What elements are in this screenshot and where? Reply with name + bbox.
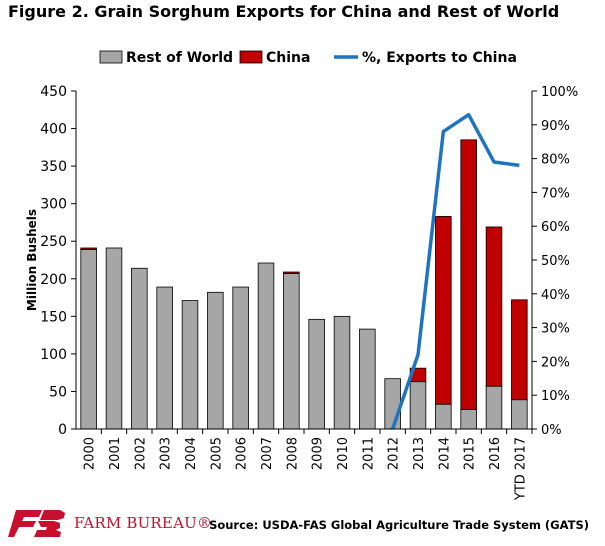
x-axis: 2000 2001 2002 2003 2004 2005 2006 2007 2008 2009… xyxy=(76,428,533,501)
bar-rest-of-world xyxy=(131,267,148,430)
y-tick-label-left: 450 xyxy=(40,84,67,100)
chart-title: Figure 2. Grain Sorghum Exports for Chin… xyxy=(8,2,560,21)
farm-bureau-logo-icon xyxy=(8,510,65,537)
x-tick-label: 2006 xyxy=(235,437,250,470)
bar-china xyxy=(80,247,97,250)
x-tick-label: 2000 xyxy=(83,437,98,470)
bar-rest-of-world xyxy=(283,273,300,430)
x-tick-label: 2008 xyxy=(285,437,300,470)
x-tick-label: 2014 xyxy=(437,437,452,470)
bar-rest-of-world xyxy=(80,249,97,430)
bar-rest-of-world xyxy=(232,286,249,430)
bar-china xyxy=(485,226,503,387)
bar-rest-of-world xyxy=(435,403,452,430)
y-tick-label-left: 0 xyxy=(58,422,67,438)
bar-rest-of-world xyxy=(308,318,325,430)
bar-rest-of-world xyxy=(257,262,275,430)
y-tick-label-right: 40% xyxy=(541,288,570,303)
bar-rest-of-world xyxy=(207,291,224,430)
x-tick-label: 2010 xyxy=(336,437,351,470)
x-tick-label: YTD 2017 xyxy=(513,437,528,501)
bar-rest-of-world xyxy=(511,399,528,430)
y-tick-label-right: 70% xyxy=(541,186,570,201)
bars xyxy=(80,139,528,430)
y-tick-label-left: 200 xyxy=(40,272,67,288)
x-tick-label: 2005 xyxy=(209,437,224,470)
y-tick-label-left: 250 xyxy=(40,234,67,250)
legend-label: Rest of World xyxy=(126,50,233,66)
legend-swatch xyxy=(239,50,263,64)
bar-china xyxy=(511,299,528,401)
source-note: Source: USDA-FAS Global Agriculture Trad… xyxy=(209,518,589,532)
y-tick-label-left: 400 xyxy=(40,122,67,138)
legend-label: %, Exports to China xyxy=(362,50,517,66)
bar-china xyxy=(283,271,300,274)
x-tick-label: 2001 xyxy=(108,437,123,470)
legend: Rest of World China %, Exports to China xyxy=(99,50,517,66)
y-tick-label-left: 150 xyxy=(40,309,67,325)
y-tick-label-left: 350 xyxy=(40,159,67,175)
bar-rest-of-world xyxy=(333,315,351,430)
bar-china xyxy=(460,139,477,410)
legend-label: China xyxy=(266,50,310,66)
x-tick-label: 2013 xyxy=(412,437,427,470)
x-tick-label: 2004 xyxy=(184,437,199,470)
x-tick-label: 2016 xyxy=(488,437,503,470)
y-tick-label-right: 90% xyxy=(541,119,570,134)
x-tick-label: 2002 xyxy=(133,437,148,470)
y-tick-label-left: 100 xyxy=(40,347,67,363)
x-tick-label: 2009 xyxy=(311,437,326,470)
y-tick-label-right: 80% xyxy=(541,153,570,168)
logo-text: FARM BUREAU® xyxy=(74,514,213,532)
y-axis-label: Million Bushels xyxy=(25,209,39,311)
bar-rest-of-world xyxy=(156,286,173,430)
y-tick-label-right: 30% xyxy=(541,322,570,337)
bar-rest-of-world xyxy=(384,378,401,430)
y-tick-label-right: 20% xyxy=(541,355,570,370)
x-tick-label: 2012 xyxy=(387,437,402,470)
y-tick-label-right: 0% xyxy=(541,423,562,438)
bar-rest-of-world xyxy=(409,381,427,430)
y-tick-label-left: 300 xyxy=(40,197,67,213)
bar-rest-of-world xyxy=(181,300,199,430)
farm-bureau-logo: FARM BUREAU® xyxy=(8,508,212,538)
x-tick-label: 2007 xyxy=(260,437,275,470)
y-tick-label-right: 100% xyxy=(541,85,578,100)
line-exports-to-china xyxy=(387,112,520,429)
bar-china xyxy=(435,216,452,405)
x-tick-label: 2011 xyxy=(361,437,376,470)
x-tick-label: 2015 xyxy=(463,437,478,470)
bar-rest-of-world xyxy=(460,409,477,430)
bar-rest-of-world xyxy=(105,247,123,430)
chart: Rest of World China %, Exports to China 0 5… xyxy=(25,50,578,501)
y-axis-left: 0 50 100 150 200 250 300 350 400 450 xyxy=(40,84,77,438)
y-tick-label-right: 10% xyxy=(541,389,570,404)
y-tick-label-right: 60% xyxy=(541,220,570,235)
bar-rest-of-world xyxy=(359,328,376,430)
line-series xyxy=(387,112,520,429)
y-axis-right: 0% 10% 20% 30% 40% 50% 60% 70% 80% 90% 100% xyxy=(531,85,578,438)
bar-rest-of-world xyxy=(485,385,503,430)
x-tick-label: 2003 xyxy=(159,437,174,470)
y-tick-label-left: 50 xyxy=(49,384,67,400)
y-tick-label-right: 50% xyxy=(541,254,570,269)
legend-swatch xyxy=(99,50,123,64)
